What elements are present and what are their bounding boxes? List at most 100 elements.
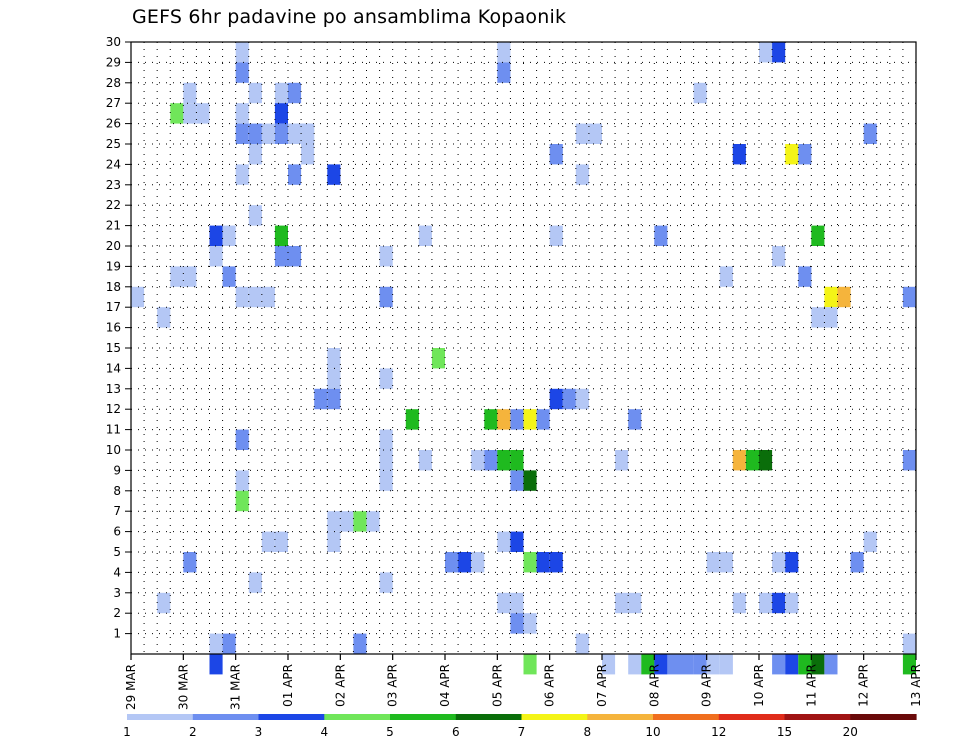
heatmap-cell <box>549 552 563 573</box>
y-tick-label: 20 <box>106 239 121 253</box>
heatmap-cell <box>235 42 249 63</box>
heatmap-cell <box>719 266 733 287</box>
heatmap-cell <box>824 307 838 328</box>
y-tick-label: 24 <box>106 157 121 171</box>
heatmap-cell <box>549 388 563 410</box>
y-tick-label: 21 <box>106 219 121 233</box>
y-tick-label: 18 <box>106 280 121 294</box>
heatmap-cell <box>902 286 916 308</box>
colorbar-segment <box>192 714 260 720</box>
heatmap-cell <box>719 552 733 573</box>
heatmap-cell <box>235 62 249 83</box>
x-tick-label: 30 MAR <box>176 664 190 710</box>
heatmap-cell <box>327 511 341 532</box>
heatmap-cell <box>602 654 616 675</box>
chart-title: GEFS 6hr padavine po ansamblima Kopaonik <box>132 6 567 28</box>
colorbar-segment <box>521 714 588 720</box>
heatmap-cell <box>772 654 786 675</box>
heatmap-cell <box>157 307 171 328</box>
heatmap-cell <box>837 286 851 308</box>
heatmap-cell <box>628 654 642 675</box>
x-tick-label: 12 APR <box>857 664 871 707</box>
heatmap-cells <box>131 42 916 675</box>
y-tick-label: 28 <box>106 76 121 90</box>
heatmap-cell <box>497 450 511 471</box>
heatmap-cell <box>667 654 681 675</box>
heatmap-cell <box>562 388 576 410</box>
heatmap-cell <box>274 246 288 267</box>
heatmap-cell <box>327 368 341 389</box>
heatmap-cell <box>353 511 367 532</box>
heatmap-cell <box>497 409 511 430</box>
heatmap-cell <box>510 592 524 614</box>
x-tick-label: 29 MAR <box>124 664 138 710</box>
heatmap-cell <box>536 409 550 430</box>
heatmap-cell <box>902 450 916 471</box>
heatmap-cell <box>523 613 537 634</box>
heatmap-cell <box>274 531 288 552</box>
heatmap-cell <box>327 531 341 552</box>
heatmap-cell <box>248 572 262 593</box>
heatmap-cell <box>575 633 589 654</box>
y-tick-label: 12 <box>106 402 121 416</box>
heatmap-cell <box>235 429 249 450</box>
heatmap-cell <box>248 144 262 165</box>
heatmap-cell <box>484 409 498 430</box>
heatmap-cell <box>772 42 786 63</box>
heatmap-cell <box>314 388 328 410</box>
heatmap-cell <box>693 82 707 104</box>
heatmap-cell <box>471 450 485 471</box>
colorbar-segment <box>850 714 917 720</box>
heatmap-cell <box>274 123 288 144</box>
heatmap-cell <box>628 592 642 614</box>
heatmap-cell <box>261 531 275 552</box>
heatmap-cell <box>209 654 223 675</box>
heatmap-cell <box>693 654 707 675</box>
heatmap-cell <box>458 552 472 573</box>
heatmap-cell <box>497 531 511 552</box>
heatmap-cell <box>222 633 236 654</box>
y-tick-label: 30 <box>106 35 121 49</box>
colorbar-label: 12 <box>711 725 726 739</box>
heatmap-cell <box>379 572 393 593</box>
heatmap-cell <box>183 266 197 287</box>
y-tick-label: 27 <box>106 96 121 110</box>
heatmap-cell <box>824 654 838 675</box>
x-tick-label: 31 MAR <box>229 664 243 710</box>
y-tick-label: 4 <box>113 565 121 579</box>
colorbar-segment <box>258 714 325 720</box>
heatmap-cell <box>222 266 236 287</box>
heatmap-cell <box>798 266 812 287</box>
heatmap-cell <box>798 144 812 165</box>
colorbar-label: 15 <box>777 725 792 739</box>
y-tick-label: 22 <box>106 198 121 212</box>
heatmap-cell <box>772 246 786 267</box>
heatmap-cell <box>471 552 485 573</box>
heatmap-cell <box>824 286 838 308</box>
heatmap-cell <box>274 225 288 246</box>
heatmap-cell <box>523 409 537 430</box>
heatmap-cell <box>261 123 275 144</box>
x-tick-label: 02 APR <box>333 664 347 707</box>
y-tick-label: 2 <box>113 606 121 620</box>
heatmap-cell <box>732 144 746 165</box>
heatmap-cell <box>680 654 694 675</box>
heatmap-cell <box>497 592 511 614</box>
heatmap-cell <box>785 654 799 675</box>
heatmap-cell <box>745 450 759 471</box>
x-tick-label: 13 APR <box>909 664 923 707</box>
heatmap-cell <box>497 62 511 83</box>
heatmap-cell <box>628 409 642 430</box>
heatmap-cell <box>170 103 184 124</box>
heatmap-cell <box>785 144 799 165</box>
heatmap-cell <box>209 246 223 267</box>
heatmap-cell <box>654 654 668 675</box>
heatmap-cell <box>235 490 249 512</box>
y-tick-label: 14 <box>106 361 121 375</box>
heatmap-cell <box>248 286 262 308</box>
heatmap-cell <box>301 144 315 165</box>
heatmap-cell <box>510 470 524 491</box>
colorbar-label: 4 <box>320 725 328 739</box>
y-tick-label: 25 <box>106 137 121 151</box>
